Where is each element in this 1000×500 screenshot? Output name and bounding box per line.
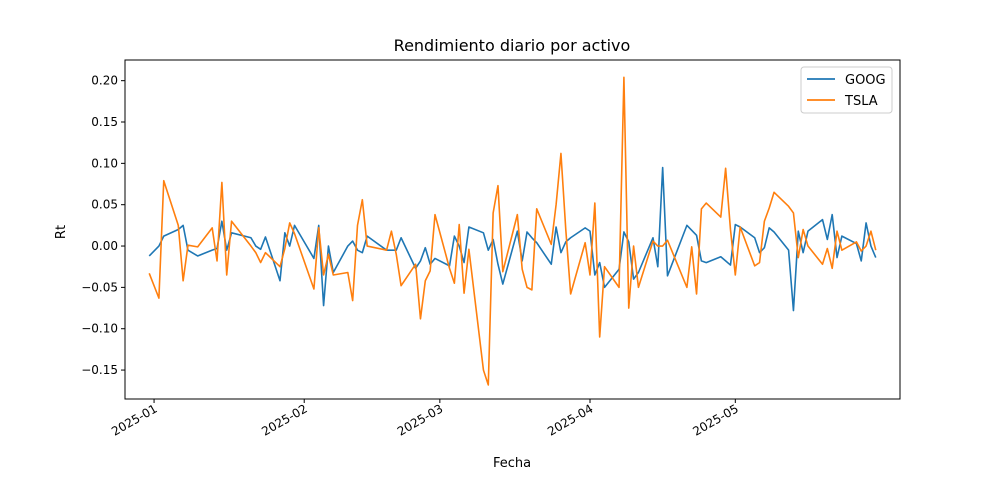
x-tick-label: 2025-03 <box>395 401 445 438</box>
y-tick-label: −0.15 <box>81 363 118 377</box>
y-tick-label: 0.15 <box>91 115 118 129</box>
legend-label-tsla: TSLA <box>844 94 878 109</box>
y-tick-label: −0.05 <box>81 280 118 294</box>
legend-label-goog: GOOG <box>845 73 886 88</box>
series-line-tsla <box>148 76 877 386</box>
y-tick-label: 0.10 <box>91 156 118 170</box>
y-tick-label: 0.20 <box>91 74 118 88</box>
plot-area <box>148 76 877 386</box>
series-line-goog <box>148 166 877 312</box>
x-tick-label: 2025-01 <box>109 401 159 438</box>
x-tick-label: 2025-02 <box>259 401 309 438</box>
chart-title: Rendimiento diario por activo <box>394 36 631 55</box>
y-tick-label: 0.00 <box>91 239 118 253</box>
y-tick-label: 0.05 <box>91 198 118 212</box>
y-tick-label: −0.10 <box>81 322 118 336</box>
axis-ticks: −0.15 −0.10 −0.05 0.00 0.05 0.10 0.15 0.20 2025-… <box>81 74 741 439</box>
x-tick-label: 2025-05 <box>690 401 740 438</box>
legend: GOOG TSLA <box>800 66 893 114</box>
y-axis-label: Rt <box>54 225 69 239</box>
x-tick-label: 2025-04 <box>545 401 595 438</box>
plot-frame <box>124 59 901 400</box>
x-axis-label: Fecha <box>493 456 531 471</box>
